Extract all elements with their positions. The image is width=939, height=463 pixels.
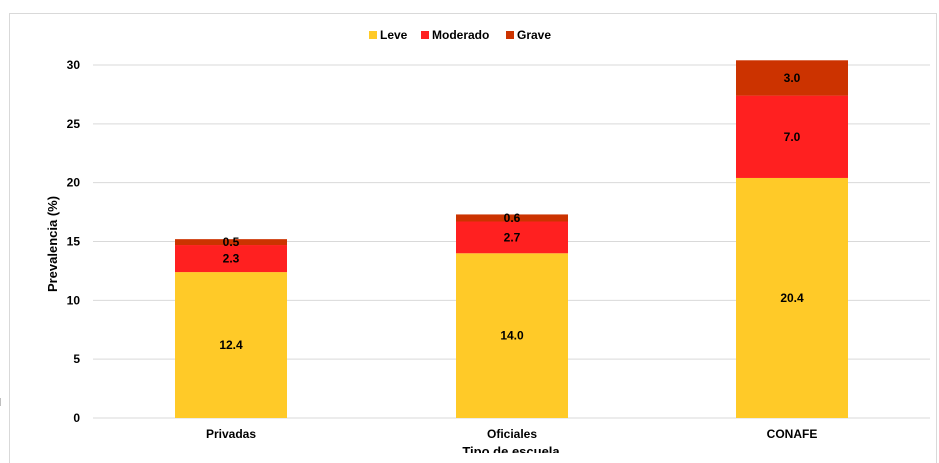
bar-oficiales-moderado [456, 221, 568, 254]
legend-swatch-grave [506, 31, 514, 39]
data-label-conafe-grave: 3.0 [784, 71, 801, 85]
bar-oficiales-grave [456, 214, 568, 222]
left-edge-mark [0, 398, 3, 406]
data-label-privadas-leve: 12.4 [219, 338, 243, 352]
y-tick-10: 10 [67, 293, 81, 307]
data-label-oficiales-leve: 14.0 [500, 329, 524, 343]
bars [175, 60, 848, 418]
legend-label-moderado: Moderado [432, 28, 489, 42]
bar-privadas-grave [175, 239, 287, 246]
data-label-conafe-leve: 20.4 [780, 291, 804, 305]
bar-conafe-leve [736, 177, 848, 418]
legend-swatch-leve [369, 31, 377, 39]
legend-swatch-moderado [421, 31, 429, 39]
x-tick-conafe: CONAFE [767, 427, 818, 441]
bar-oficiales-leve [456, 253, 568, 418]
legend-label-grave: Grave [517, 28, 551, 42]
x-axis-title: Tipo de escuela [462, 444, 560, 453]
y-tick-labels: 0 5 10 15 20 25 30 [67, 58, 81, 425]
data-label-oficiales-grave: 0.6 [504, 211, 521, 225]
bar-conafe-grave [736, 60, 848, 96]
legend: Leve Moderado Grave [369, 28, 551, 42]
y-tick-5: 5 [73, 352, 80, 366]
bar-privadas-moderado [175, 245, 287, 273]
data-label-conafe-moderado: 7.0 [784, 130, 801, 144]
x-category-labels: Privadas Oficiales CONAFE [206, 427, 817, 441]
y-tick-20: 20 [67, 176, 81, 190]
stacked-bar-chart: 0 5 10 15 20 25 30 Privadas Oficiales CONAFE 12.… [45, 28, 930, 453]
data-label-privadas-moderado: 2.3 [223, 252, 240, 266]
x-tick-privadas: Privadas [206, 427, 256, 441]
y-tick-0: 0 [73, 411, 80, 425]
y-tick-15: 15 [67, 235, 81, 249]
data-label-privadas-grave: 0.5 [223, 235, 240, 249]
y-tick-25: 25 [67, 117, 81, 131]
x-tick-oficiales: Oficiales [487, 427, 537, 441]
bar-privadas-leve [175, 272, 287, 418]
legend-label-leve: Leve [380, 28, 408, 42]
data-labels: 12.4 2.3 0.5 14.0 2.7 0.6 20.4 7.0 3.0 [219, 71, 804, 352]
y-axis-title: Prevalencia (%) [45, 196, 60, 292]
bar-conafe-moderado [736, 95, 848, 178]
data-label-oficiales-moderado: 2.7 [504, 230, 521, 244]
y-tick-30: 30 [67, 58, 81, 72]
